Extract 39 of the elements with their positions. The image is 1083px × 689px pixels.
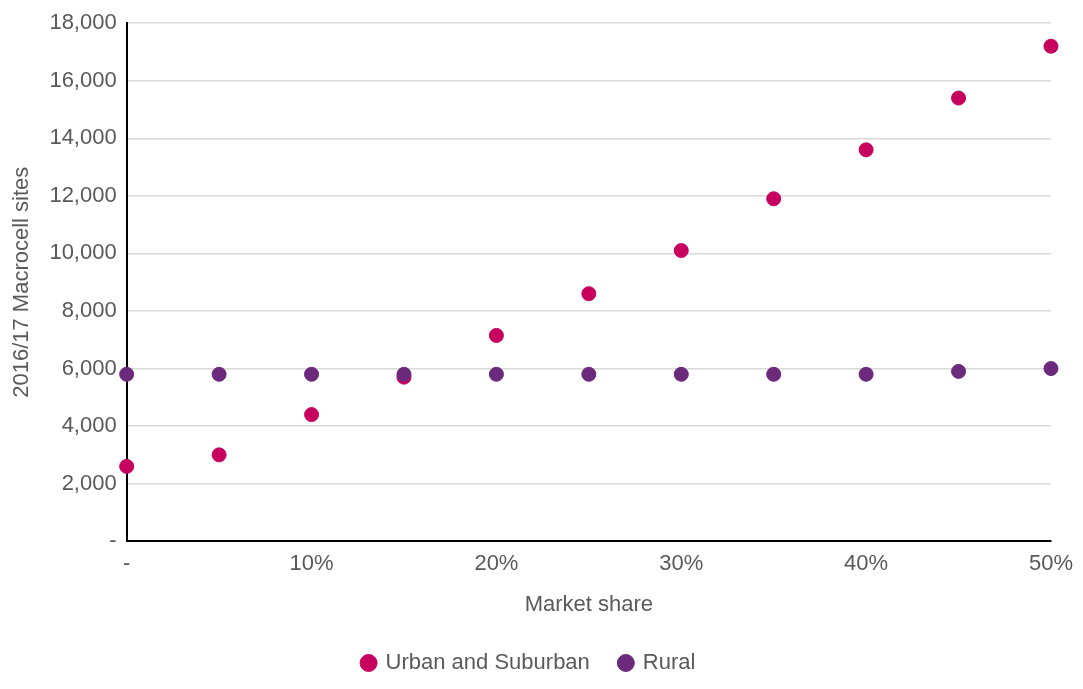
point xyxy=(766,191,782,207)
point xyxy=(488,327,504,343)
y-tick-label: - xyxy=(109,527,117,553)
point xyxy=(766,366,782,382)
y-tick-label: 8,000 xyxy=(61,297,117,323)
point xyxy=(1043,361,1059,377)
point xyxy=(211,366,227,382)
y-tick-label: 10,000 xyxy=(49,239,117,265)
point xyxy=(211,447,227,463)
legend-label: Rural xyxy=(642,649,696,675)
y-tick-label: 2,000 xyxy=(61,469,117,495)
point xyxy=(304,407,320,423)
y-tick-label: 16,000 xyxy=(49,66,117,92)
point xyxy=(581,286,597,302)
point xyxy=(673,243,689,259)
x-tick-label: 10% xyxy=(289,550,334,576)
point xyxy=(858,142,874,158)
x-axis-title: Market share xyxy=(524,590,654,616)
point xyxy=(858,366,874,382)
y-tick-label: 6,000 xyxy=(61,354,117,380)
point xyxy=(304,366,320,382)
x-tick-label: 50% xyxy=(1028,550,1074,576)
legend-label: Urban and Suburban xyxy=(385,649,590,675)
point xyxy=(581,366,597,382)
point xyxy=(673,366,689,382)
point xyxy=(119,458,135,474)
y-tick-label: 14,000 xyxy=(49,124,117,150)
y-tick-label: 4,000 xyxy=(61,412,117,438)
point xyxy=(488,366,504,382)
point xyxy=(119,366,135,382)
point xyxy=(1043,38,1059,54)
y-tick-label: 18,000 xyxy=(49,9,117,35)
x-tick-label: 30% xyxy=(659,550,704,576)
y-tick-label: 12,000 xyxy=(49,181,117,207)
point xyxy=(951,363,967,379)
point xyxy=(951,90,967,106)
x-tick-label: 20% xyxy=(474,550,519,576)
x-tick-label: 40% xyxy=(844,550,889,576)
y-axis-title: 2016/17 Macrocell sites xyxy=(8,166,34,398)
